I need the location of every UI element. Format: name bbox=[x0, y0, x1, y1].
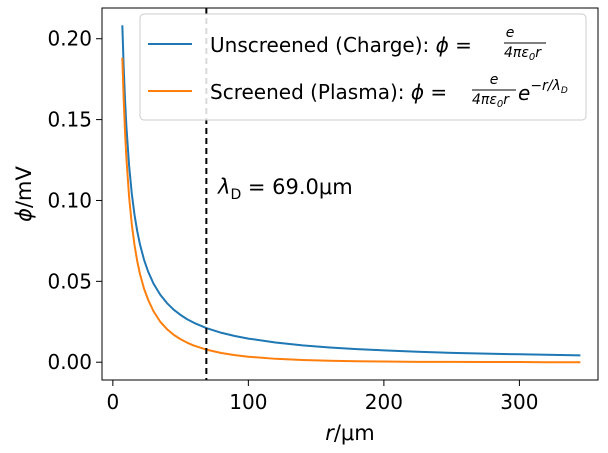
y-tick-label: 0.15 bbox=[47, 108, 92, 132]
series-line-unscreened bbox=[121, 25, 581, 357]
series-lines bbox=[121, 25, 581, 364]
x-axis-title: r/μm bbox=[325, 421, 375, 445]
series-line-screened bbox=[121, 57, 581, 364]
legend-entry-unscreened: Unscreened (Charge): ϕ = e 4πε0r bbox=[210, 25, 546, 63]
axis-ticks: 0 100 200 300 0.00 0.05 0.10 0.15 0.20 bbox=[47, 27, 538, 414]
debye-length-annotation: λD = 69.0μm bbox=[217, 175, 353, 203]
legend-frac-num: e bbox=[506, 25, 515, 41]
x-tick-label: 100 bbox=[229, 390, 267, 414]
svg-text:Unscreened (Charge): ϕ =: Unscreened (Charge): ϕ = bbox=[210, 33, 472, 57]
x-tick-label: 200 bbox=[365, 390, 403, 414]
legend-box bbox=[139, 13, 587, 121]
legend-frac-num-2: e bbox=[490, 72, 499, 88]
y-tick-label: 0.10 bbox=[47, 188, 92, 212]
x-tick-label: 0 bbox=[106, 390, 119, 414]
svg-text:Screened (Plasma): ϕ =: Screened (Plasma): ϕ = bbox=[210, 80, 447, 104]
x-tick-label: 300 bbox=[500, 390, 538, 414]
legend: Unscreened (Charge): ϕ = e 4πε0r Screene… bbox=[139, 13, 587, 121]
legend-frac-den-2: 4πε0r bbox=[472, 92, 510, 110]
y-tick-label: 0.05 bbox=[47, 269, 92, 293]
legend-exp: e−r/λD bbox=[518, 78, 568, 105]
y-tick-label: 0.00 bbox=[47, 350, 92, 374]
legend-frac-den: 4πε0r bbox=[504, 45, 542, 63]
y-axis-title: ϕ/mV bbox=[12, 165, 36, 221]
y-tick-label: 0.20 bbox=[47, 27, 92, 51]
legend-entry-screened: Screened (Plasma): ϕ = e 4πε0r e−r/λD bbox=[210, 72, 568, 110]
